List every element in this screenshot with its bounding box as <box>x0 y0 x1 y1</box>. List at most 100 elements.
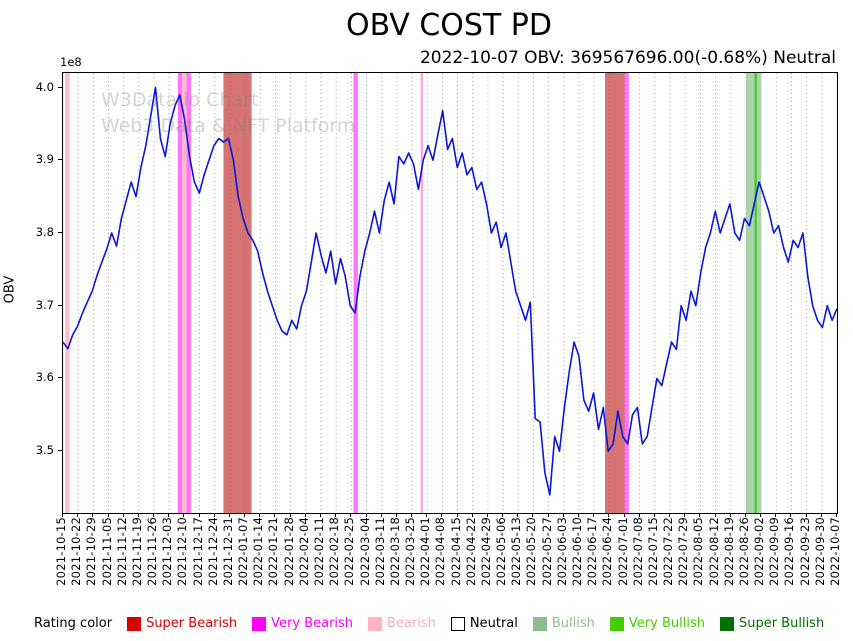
x-tick-label: 2022-07-29 <box>676 517 691 586</box>
x-tick-label: 2022-02-04 <box>296 517 311 586</box>
x-tickmark <box>62 513 63 517</box>
x-tick-label: 2022-07-08 <box>630 517 645 586</box>
x-tick-label: 2022-01-14 <box>251 517 266 586</box>
x-tickmark <box>502 513 504 517</box>
x-tick-label: 2022-03-04 <box>357 517 372 586</box>
chart-subtitle: 2022-10-07 OBV: 369567696.00(-0.68%) Neu… <box>419 48 836 68</box>
x-tickmark <box>183 513 185 517</box>
x-tickmark <box>289 513 291 517</box>
x-tickmark <box>760 513 762 517</box>
x-tick-label: 2021-10-22 <box>69 517 84 586</box>
x-tickmark <box>714 513 716 517</box>
x-tickmark <box>820 513 822 517</box>
legend-item-label: Super Bearish <box>146 616 238 631</box>
x-tickmark <box>684 513 686 517</box>
x-tick-label: 2022-05-27 <box>539 517 554 586</box>
rating-band-very-bearish <box>186 73 191 513</box>
x-tick-label: 2022-06-24 <box>600 517 615 586</box>
legend-item-very-bullish: Very Bullish <box>609 616 705 631</box>
x-tick-label: 2022-08-19 <box>721 517 736 586</box>
x-tick-label: 2022-04-15 <box>448 517 463 586</box>
x-tickmark <box>729 513 731 517</box>
y-tickmark <box>58 450 62 452</box>
x-tickmark <box>669 513 671 517</box>
x-tick-label: 2022-03-25 <box>403 517 418 586</box>
x-tickmark <box>805 513 807 517</box>
x-tickmark <box>198 513 200 517</box>
legend-label: Rating color <box>34 616 113 631</box>
legend-item-super-bearish: Super Bearish <box>127 616 237 631</box>
legend-item-super-bullish: Super Bullish <box>719 616 824 631</box>
rating-band-super-bearish <box>605 73 625 513</box>
x-tick-label: 2022-01-07 <box>236 517 251 586</box>
rating-band-bearish <box>65 73 70 513</box>
x-tick-label: 2021-12-10 <box>175 517 190 586</box>
x-tick-label: 2022-06-17 <box>585 517 600 586</box>
y-tickmark <box>58 304 62 306</box>
legend-swatch <box>368 616 383 631</box>
legend-item-label: Very Bearish <box>271 616 354 631</box>
rating-legend: Rating color Super Bearish Very Bearish Be… <box>34 616 834 631</box>
x-tick-label: 2022-01-21 <box>266 517 281 586</box>
legend-item-label: Bearish <box>387 616 436 631</box>
x-tick-label: 2022-07-22 <box>661 517 676 586</box>
x-tick-label: 2022-09-16 <box>782 517 797 586</box>
y-axis-label: OBV <box>2 275 18 304</box>
x-tickmark <box>562 513 564 517</box>
y-tick-label: 3.9 <box>35 152 54 167</box>
x-tick-label: 2022-08-05 <box>691 517 706 586</box>
x-tickmark <box>653 513 655 517</box>
x-tick-label: 2022-06-10 <box>570 517 584 586</box>
x-tickmark <box>411 513 413 517</box>
y-tick-label: 3.8 <box>35 225 54 239</box>
x-tickmark <box>335 513 337 517</box>
x-tickmark <box>274 513 276 517</box>
rating-band-very-bearish <box>420 73 423 513</box>
x-tick-label: 2022-03-18 <box>387 517 402 586</box>
x-tick-label: 2022-04-08 <box>433 517 448 586</box>
legend-swatch <box>450 616 465 631</box>
x-tickmark <box>350 513 352 517</box>
x-tickmark <box>836 513 837 517</box>
legend-item-bearish: Bearish <box>368 616 436 631</box>
legend-item-bullish: Bullish <box>532 616 595 631</box>
x-tick-label: 2021-12-03 <box>160 517 175 586</box>
legend-item-label: Neutral <box>469 616 518 631</box>
x-tickmark <box>137 513 139 517</box>
x-tickmark <box>532 513 534 517</box>
y-tick-label: 4.0 <box>35 79 54 94</box>
x-tick-label: 2021-11-19 <box>129 517 144 586</box>
x-tick-label: 2021-12-31 <box>220 517 235 586</box>
x-tickmark <box>153 513 155 517</box>
chart-canvas <box>63 73 837 513</box>
y-axis-offset-text: 1e8 <box>60 55 82 69</box>
x-tickmark <box>107 513 109 517</box>
x-tickmark <box>744 513 746 517</box>
x-tickmark <box>228 513 230 517</box>
legend-item-neutral: Neutral <box>450 616 518 631</box>
x-tickmark <box>441 513 443 517</box>
legend-swatch <box>252 616 267 631</box>
x-tickmark <box>122 513 124 517</box>
legend-swatch <box>532 616 547 631</box>
x-tickmark <box>426 513 428 517</box>
x-tick-label: 2022-05-06 <box>494 517 509 586</box>
rating-band-very-bearish <box>624 73 629 513</box>
legend-swatch <box>127 616 142 631</box>
x-tickmark <box>593 513 595 517</box>
legend-item-label: Very Bullish <box>628 616 705 631</box>
x-tick-label: 2021-11-26 <box>145 517 160 586</box>
x-tickmark <box>471 513 473 517</box>
rating-band-very-bearish <box>353 73 358 513</box>
x-tickmark <box>638 513 640 517</box>
x-tickmark <box>168 513 170 517</box>
y-tickmark <box>58 159 62 161</box>
x-tickmark <box>320 513 321 517</box>
obv-line-series <box>63 86 837 496</box>
x-tick-label: 2021-11-05 <box>99 517 114 586</box>
x-tickmark <box>92 513 94 517</box>
x-tick-label: 2022-04-29 <box>478 517 493 586</box>
x-tickmark <box>456 513 458 517</box>
x-tickmark <box>517 513 519 517</box>
